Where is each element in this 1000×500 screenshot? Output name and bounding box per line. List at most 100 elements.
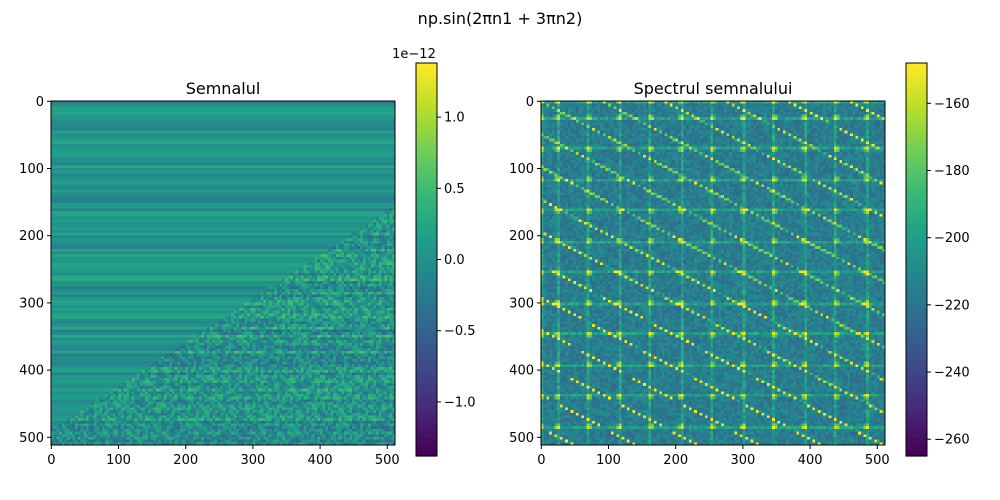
colorbar-segment [416,259,437,267]
colorbar-segment [906,296,927,304]
colorbar-segment [906,228,927,236]
colorbar-segment [416,93,437,101]
colorbar-segment [906,247,927,254]
y-tick-label: 300 [509,296,534,311]
colorbar-segment [416,228,437,236]
heatmap-image [51,101,395,445]
colorbar-segment [416,302,437,310]
colorbar-segment [906,93,927,101]
colorbar-segment [906,222,927,230]
y-tick-label: 300 [19,296,44,311]
colorbar-segment [906,155,927,162]
colorbar-segment [906,75,927,83]
colorbar-segment [906,204,927,211]
colorbar-segment [906,431,927,439]
colorbar-segment [416,136,437,144]
colorbar-segment [906,234,927,242]
colorbar-segment [906,265,927,273]
colorbar-segment [906,339,927,347]
colorbar-segment [906,185,927,193]
colorbar-segment [416,179,437,187]
colorbar-segment [906,241,927,248]
colorbar-segment [906,382,927,390]
colorbar-segment [906,327,927,334]
colorbar-segment [416,118,437,126]
colorbar-segment [416,425,437,433]
colorbar-segment [906,413,927,420]
colorbar-segment [906,148,927,156]
y-ticks-spectrum: 0 100 200 300 400 500 [509,95,541,446]
colorbar-segment [906,394,927,402]
colorbar-segment [416,431,437,439]
axes-frame-spectrum [540,100,886,446]
colorbar-segment [416,191,437,199]
colorbar-segment [416,253,437,261]
colorbar-offset-label: 1e−12 [392,47,436,62]
y-tick-label: 400 [509,364,534,379]
colorbar-segment [416,210,437,218]
colorbar-segment [416,413,437,420]
colorbar-segment [416,105,437,113]
colorbar-segment [416,388,437,396]
colorbar-segment [906,130,927,138]
colorbar-segment [416,241,437,248]
colorbar-segment [416,308,437,316]
colorbar-segment [416,376,437,383]
colorbar-segment [416,63,437,70]
colorbar-segment [416,437,437,445]
colorbar-segment [906,99,927,107]
colorbar-segment [416,296,437,304]
y-tick-label: 500 [509,431,534,446]
colorbar-segment [416,400,437,408]
y-tick-label: 0 [526,95,534,110]
colorbar-tick-label: −1.0 [444,395,476,410]
colorbar-segment [416,419,437,426]
colorbar-segment [906,81,927,89]
colorbar-segment [906,437,927,445]
colorbar-segment [416,185,437,193]
colorbar-segment [906,320,927,328]
colorbar-segment [416,161,437,168]
colorbar-segment [906,69,927,76]
colorbar-segment [906,124,927,132]
colorbar-segment [416,204,437,211]
colorbar-tick-label: 0.5 [444,182,465,197]
colorbar-segment [906,191,927,199]
colorbar-segment [906,161,927,168]
colorbar-tick-label: 0.0 [444,253,465,268]
colorbar-segment [416,99,437,107]
panel-spectrum: Spectrul semnalului 0 100 200 300 400 500 0 10… [509,62,970,468]
colorbar-segment [906,259,927,267]
x-tick-label: 300 [730,453,755,468]
colorbar-segment [906,271,927,279]
y-ticks-signal: 0 100 200 300 400 500 [19,95,51,446]
colorbar-segment [906,198,927,205]
colorbar-segment [906,136,927,144]
colorbar-segment [906,351,927,359]
colorbar-segment [416,69,437,76]
colorbar-segment [416,327,437,334]
colorbar-segment [906,118,927,126]
colorbar-segment [416,198,437,205]
colorbar-segment [906,216,927,224]
y-tick-label: 0 [36,95,44,110]
colorbar-segment [416,406,437,414]
colorbar-segment [416,265,437,273]
colorbar-segment [416,112,437,119]
colorbar-segment [416,167,437,175]
colorbar-segment [906,345,927,353]
colorbar-segment [906,63,927,70]
colorbar-segment [416,314,437,322]
colorbar-segment [416,345,437,353]
colorbar-tick-label: −240 [934,366,970,381]
colorbar-segment [906,419,927,426]
colorbar-segment [906,142,927,150]
colorbar-segment [906,112,927,119]
x-tick-label: 100 [596,453,621,468]
colorbar-tick-label: 1.0 [444,111,465,126]
colorbar-tick-label: −220 [934,298,970,313]
colorbar-segment [906,314,927,322]
colorbar-segment [416,333,437,340]
y-tick-label: 100 [19,162,44,177]
y-tick-label: 200 [19,229,44,244]
